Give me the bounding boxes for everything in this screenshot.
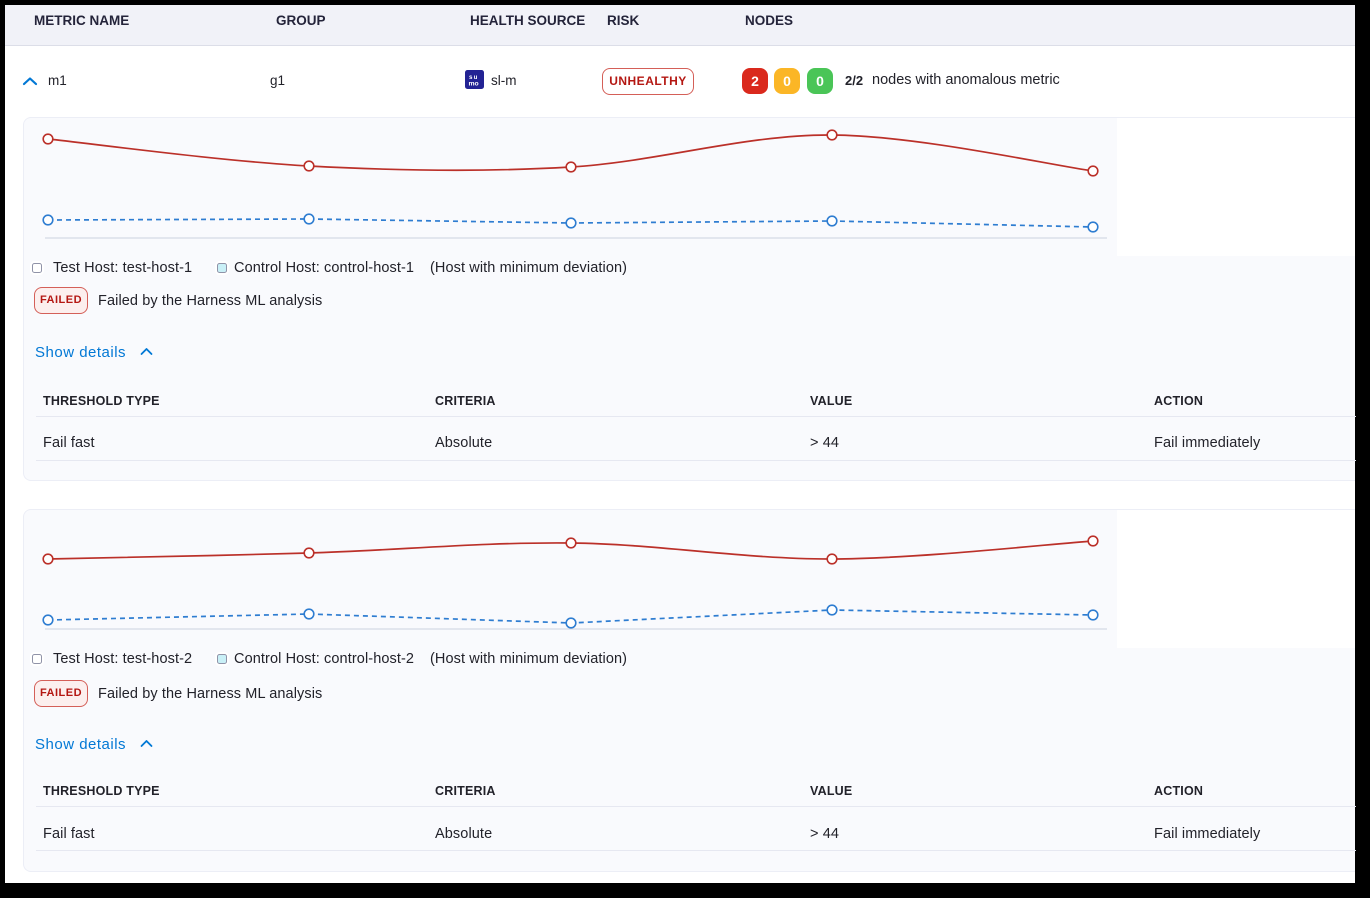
svg-text:mo: mo <box>469 81 479 88</box>
svg-text:su: su <box>469 74 479 81</box>
